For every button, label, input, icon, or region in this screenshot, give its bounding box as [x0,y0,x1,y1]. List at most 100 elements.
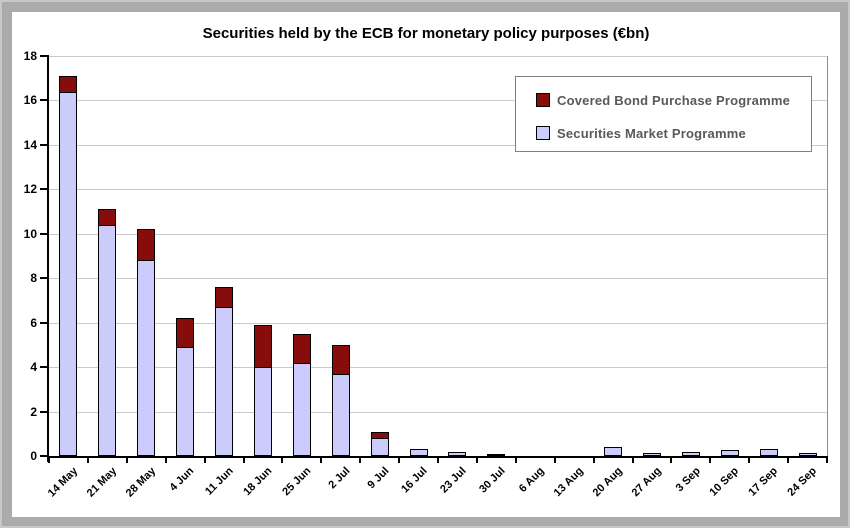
legend-label-securities-market: Securities Market Programme [557,125,746,141]
bar-segment-cbpp [176,318,195,348]
x-axis-tick [359,458,362,463]
bar-segment-smp [604,447,623,456]
y-axis-tick [40,188,47,191]
bar-segment-smp [215,307,234,456]
y-axis-label: 8 [30,271,37,286]
x-axis-tick [748,458,751,463]
x-axis-tick [398,458,401,463]
x-axis-tick [592,458,595,463]
y-axis-tick [40,277,47,280]
bar-segment-cbpp [331,344,350,374]
y-axis-label: 16 [23,93,37,108]
gridline [49,367,827,369]
y-axis-label: 18 [23,49,37,63]
gridline [49,278,827,280]
bar-segment-smp [448,451,467,456]
gridline [49,189,827,191]
y-axis-tick [40,410,47,413]
x-axis-tick [670,458,673,463]
x-axis-label: 9 Jul [364,465,392,492]
y-axis-tick [40,232,47,235]
y-axis-tick [40,55,47,57]
x-axis-label: 3 Sep [673,465,703,495]
x-axis-label: 23 Jul [438,465,469,496]
legend-swatch-covered-bond-icon [536,93,550,107]
x-axis-tick [437,458,439,463]
y-axis-line [47,55,49,462]
y-axis-label: 10 [23,226,37,241]
bar-segment-smp [176,347,195,456]
y-axis-label: 6 [30,315,37,330]
x-axis-tick [475,458,478,463]
legend-swatch-securities-market-icon [536,126,550,140]
x-axis-tick [125,458,128,463]
x-axis-tick [86,458,89,463]
gridline [49,144,827,146]
x-axis-label: 14 May [45,465,80,500]
y-axis-label: 0 [30,449,37,463]
x-axis-label: 4 Jun [167,465,197,494]
bar-segment-smp [98,224,117,456]
x-axis-label: 30 Jul [477,465,508,496]
gridline [49,100,827,102]
y-axis-tick [40,99,47,102]
bar-segment-smp [798,452,817,456]
bar-segment-smp [253,367,272,456]
x-axis-label: 2 Jul [326,465,353,492]
bar-segment-smp [759,449,778,456]
y-axis-tick [40,366,47,369]
x-axis-label: 17 Sep [746,465,781,499]
x-axis-label: 16 Jul [399,465,431,496]
gridline [49,322,827,324]
bar-segment-smp [681,451,700,456]
x-axis-label: 10 Sep [707,465,742,499]
chart-title: Securities held by the ECB for monetary … [202,25,650,42]
x-axis-tick [826,458,828,463]
legend-label-covered-bond: Covered Bond Purchase Programme [557,92,791,108]
bar-segment-cbpp [137,229,156,261]
y-axis-label: 4 [30,360,37,375]
legend-item-securities-market: Securities Market Programme [536,121,811,145]
bar-segment-smp [370,438,389,456]
bar-segment-cbpp [370,431,389,439]
plot-area: Covered Bond Purchase Programme Securiti… [24,49,828,499]
x-axis-tick [164,458,167,463]
x-axis-label: 13 Aug [551,465,586,500]
bar-segment-smp [642,452,661,456]
x-axis-label: 18 Jun [241,465,275,499]
bar-segment-cbpp [215,287,234,308]
x-axis-label: 24 Sep [785,465,820,499]
legend-item-covered-bond: Covered Bond Purchase Programme [536,88,811,112]
bar-segment-smp [292,362,311,456]
x-axis-tick [631,458,634,463]
bar-segment-smp [137,260,156,456]
x-axis-tick [281,458,284,463]
x-axis-tick [553,458,556,463]
legend: Covered Bond Purchase Programme Securiti… [515,76,812,152]
x-axis-label: 11 Jun [202,465,236,498]
y-axis-tick [40,455,47,457]
bar-segment-cbpp [59,76,78,92]
x-axis-line [47,456,828,458]
bar-segment-smp [59,91,78,456]
x-axis-tick [320,458,323,463]
x-axis-tick [514,458,517,463]
x-axis-tick [242,458,245,463]
y-axis-label: 14 [23,137,37,152]
chart-canvas: Securities held by the ECB for monetary … [12,12,840,517]
x-axis-tick [787,458,790,463]
gridline [49,233,827,235]
x-axis-label: 25 Jun [280,465,314,499]
y-axis-tick [40,143,47,146]
bar-segment-smp [331,373,350,456]
bar-segment-cbpp [253,324,272,368]
y-axis-tick [40,321,47,324]
bar-segment-smp [409,449,428,456]
bar-segment-cbpp [98,209,117,225]
x-axis-label: 27 Aug [629,465,664,500]
x-axis-tick [203,458,206,463]
x-axis-label: 28 May [123,465,158,500]
gridline [49,56,827,57]
x-axis-tick [48,458,50,463]
